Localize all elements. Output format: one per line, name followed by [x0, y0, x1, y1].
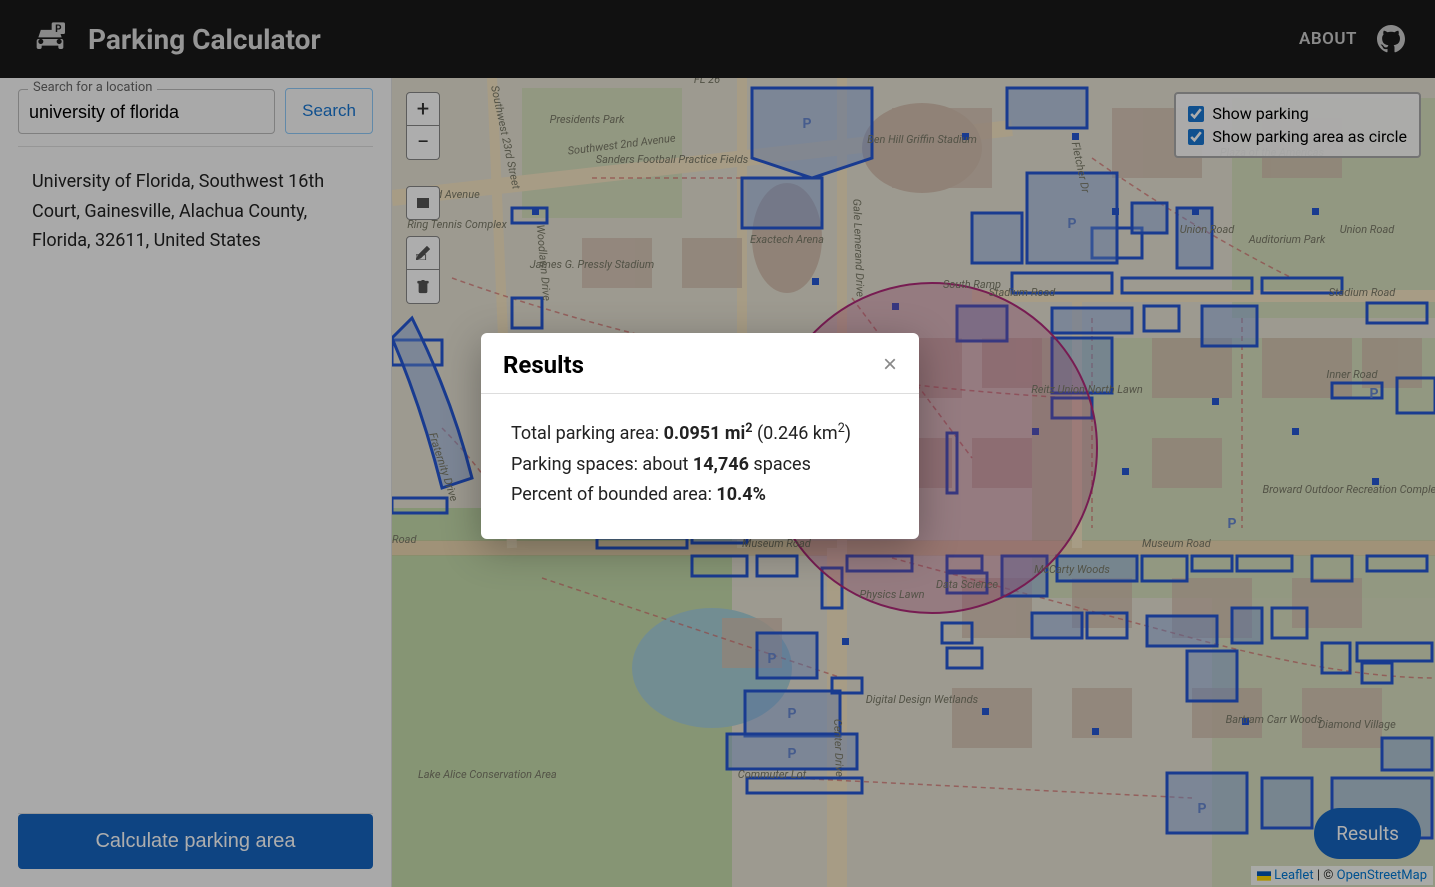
- modal-header: Results ×: [481, 333, 919, 394]
- modal-title: Results: [503, 351, 584, 379]
- modal-close-button[interactable]: ×: [883, 351, 897, 379]
- results-modal: Results × Total parking area: 0.0951 mi2…: [481, 333, 919, 539]
- result-row-area: Total parking area: 0.0951 mi2 (0.246 km…: [511, 418, 889, 450]
- modal-body: Total parking area: 0.0951 mi2 (0.246 km…: [481, 394, 919, 539]
- result-row-spaces: Parking spaces: about 14,746 spaces: [511, 450, 889, 481]
- result-row-percent: Percent of bounded area: 10.4%: [511, 480, 889, 511]
